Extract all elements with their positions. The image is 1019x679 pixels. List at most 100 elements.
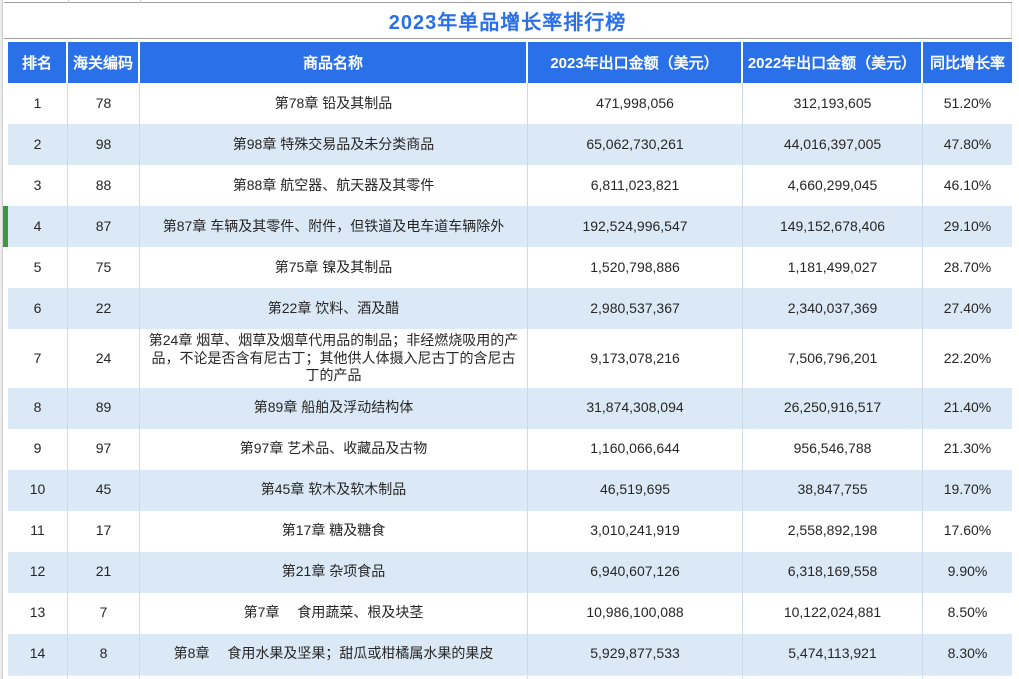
cell-rank: 1	[8, 83, 68, 124]
table-row: 13 7 第7章 食用蔬菜、根及块茎 10,986,100,088 10,122,024…	[8, 592, 1012, 634]
cell-amount_2022: 149,152,678,406	[743, 206, 923, 247]
table-body: 1 78 第78章 铅及其制品 471,998,056 312,193,605 51.20…	[3, 83, 1012, 675]
cell-growth: 47.80%	[943, 135, 992, 152]
table-row: 8 89 第89章 船舶及浮动结构体 31,874,308,094 26,250,916…	[8, 387, 1012, 429]
cell-amount_2023: 46,519,695	[528, 469, 743, 511]
cell-amount_2023: 1,520,798,886	[528, 247, 743, 288]
cell-amount_2022: 7,506,796,201	[743, 329, 923, 388]
empty-cell	[68, 675, 140, 679]
cell-name: 第75章 镍及其制品	[140, 247, 528, 288]
table-row: 10 45 第45章 软木及软木制品 46,519,695 38,847,755 19.7…	[8, 469, 1012, 511]
cell-rank: 9	[8, 428, 68, 470]
cell-rank: 3	[8, 165, 68, 206]
cell-rank: 6	[8, 288, 68, 329]
cell-amount_2022: 2,558,892,198	[743, 510, 923, 552]
cell-hs_code: 8	[68, 633, 140, 675]
cell-hs_code: 45	[68, 469, 140, 511]
cell-hs_code: 88	[68, 165, 140, 206]
cell-amount_2023: 3,010,241,919	[528, 510, 743, 552]
cell-amount_2023: 10,986,100,088	[528, 592, 743, 634]
table-row: 1 78 第78章 铅及其制品 471,998,056 312,193,605 51.20…	[8, 83, 1012, 124]
header-amount-2023: 2023年出口金额（美元）	[528, 42, 743, 83]
cell-hs_code: 89	[68, 387, 140, 429]
empty-cell	[140, 675, 528, 679]
cell-amount_2022: 44,016,397,005	[743, 124, 923, 165]
active-row-marker	[3, 206, 8, 247]
header-hs-code: 海关编码	[68, 42, 140, 83]
next-row-partial	[8, 674, 1012, 679]
table-row: 6 22 第22章 饮料、酒及醋 2,980,537,367 2,340,037,369…	[8, 288, 1012, 329]
header-rank: 排名	[8, 42, 68, 83]
cell-name: 第21章 杂项食品	[140, 551, 528, 593]
cell-amount_2023: 2,980,537,367	[528, 288, 743, 329]
cell-amount_2022: 4,660,299,045	[743, 165, 923, 206]
cell-rank: 14	[8, 633, 68, 675]
cell-hs_code: 22	[68, 288, 140, 329]
table-row: 7 24 第24章 烟草、烟草及烟草代用品的制品；非经燃烧吸用的产品，不论是否含有尼…	[8, 329, 1012, 388]
table-row: 4 87 第87章 车辆及其零件、附件，但铁道及电车道车辆除外 192,524,996…	[3, 206, 1012, 247]
cell-amount_2023: 6,940,607,126	[528, 551, 743, 593]
cell-name: 第78章 铅及其制品	[140, 83, 528, 124]
cell-rank: 12	[8, 551, 68, 593]
cell-name: 第89章 船舶及浮动结构体	[140, 387, 528, 429]
gridline-tick	[140, 0, 141, 3]
cell-name: 第98章 特殊交易品及未分类商品	[140, 124, 528, 165]
cell-amount_2022: 6,318,169,558	[743, 551, 923, 593]
cell-name: 第17章 糖及糖食	[140, 510, 528, 552]
cell-amount_2023: 471,998,056	[528, 83, 743, 124]
cell-hs_code: 7	[68, 592, 140, 634]
cell-amount_2022: 312,193,605	[743, 83, 923, 124]
cell-name: 第24章 烟草、烟草及烟草代用品的制品；非经燃烧吸用的产品，不论是否含有尼古丁；…	[140, 329, 528, 388]
empty-cell	[528, 675, 743, 679]
cell-amount_2023: 5,929,877,533	[528, 633, 743, 675]
empty-cell	[743, 675, 923, 679]
cell-rank: 11	[8, 510, 68, 552]
cell-growth: 8.30%	[947, 645, 988, 662]
table-row: 11 17 第17章 糖及糖食 3,010,241,919 2,558,892,198 1…	[8, 510, 1012, 552]
cell-amount_2023: 192,524,996,547	[528, 206, 743, 247]
cell-amount_2023: 31,874,308,094	[528, 387, 743, 429]
cell-amount_2022: 38,847,755	[743, 469, 923, 511]
table-header-row: 排名 海关编码 商品名称 2023年出口金额（美元） 2022年出口金额（美元）…	[8, 42, 1012, 83]
gridline-tick	[68, 0, 69, 3]
cell-amount_2022: 1,181,499,027	[743, 247, 923, 288]
cell-growth: 17.60%	[943, 522, 992, 539]
cell-name: 第8章 食用水果及坚果；甜瓜或柑橘属水果的果皮	[140, 633, 528, 675]
cell-hs_code: 97	[68, 428, 140, 470]
cell-name: 第45章 软木及软木制品	[140, 469, 528, 511]
cell-name: 第88章 航空器、航天器及其零件	[140, 165, 528, 206]
cell-rank: 10	[8, 469, 68, 511]
cell-amount_2023: 9,173,078,216	[528, 329, 743, 388]
cell-growth: 46.10%	[943, 176, 992, 193]
header-amount-2022: 2022年出口金额（美元）	[743, 42, 923, 83]
title-header-gap	[0, 39, 1019, 42]
table-row: 9 97 第97章 艺术品、收藏品及古物 1,160,066,644 956,546,7…	[8, 428, 1012, 470]
ranking-table: 排名 海关编码 商品名称 2023年出口金额（美元） 2022年出口金额（美元）…	[3, 42, 1012, 679]
table-row: 12 21 第21章 杂项食品 6,940,607,126 6,318,169,558 9…	[8, 551, 1012, 593]
cell-rank: 4	[8, 206, 68, 247]
cell-growth: 9.90%	[947, 563, 988, 580]
cell-hs_code: 24	[68, 329, 140, 388]
cell-hs_code: 98	[68, 124, 140, 165]
cell-growth: 51.20%	[943, 94, 992, 111]
cell-amount_2022: 956,546,788	[743, 428, 923, 470]
table-row: 5 75 第75章 镍及其制品 1,520,798,886 1,181,499,027 2…	[8, 247, 1012, 288]
cell-amount_2023: 65,062,730,261	[528, 124, 743, 165]
cell-hs_code: 78	[68, 83, 140, 124]
cell-name: 第87章 车辆及其零件、附件，但铁道及电车道车辆除外	[140, 206, 528, 247]
cell-growth: 8.50%	[947, 604, 988, 621]
cell-hs_code: 17	[68, 510, 140, 552]
cell-name: 第7章 食用蔬菜、根及块茎	[140, 592, 528, 634]
report-title-row: 2023年单品增长率排行榜	[4, 3, 1012, 39]
cell-hs_code: 75	[68, 247, 140, 288]
cell-amount_2022: 26,250,916,517	[743, 387, 923, 429]
spreadsheet-left-gutter	[0, 0, 3, 679]
cell-hs_code: 87	[68, 206, 140, 247]
table-row: 2 98 第98章 特殊交易品及未分类商品 65,062,730,261 44,016,…	[8, 124, 1012, 165]
cell-amount_2022: 2,340,037,369	[743, 288, 923, 329]
header-growth-rate: 同比增长率	[929, 55, 1005, 72]
cell-growth: 22.20%	[943, 349, 992, 366]
table-row: 14 8 第8章 食用水果及坚果；甜瓜或柑橘属水果的果皮 5,929,877,533 5…	[8, 633, 1012, 675]
header-name: 商品名称	[140, 42, 528, 83]
